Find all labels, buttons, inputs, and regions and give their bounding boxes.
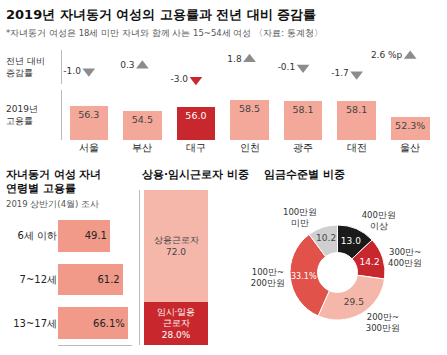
svg-text:2.6 %p: 2.6 %p <box>371 50 403 60</box>
svg-text:200만~300만원: 200만~300만원 <box>366 312 400 333</box>
svg-text:*자녀동거 여성은 18세 미만 자녀와 함께 사는 15~: *자녀동거 여성은 18세 미만 자녀와 함께 사는 15~54세 여성 〈자료… <box>6 28 323 38</box>
svg-text:13~17세: 13~17세 <box>13 318 57 329</box>
svg-text:14.2: 14.2 <box>360 257 380 267</box>
svg-text:10.2: 10.2 <box>316 233 336 243</box>
svg-text:66.1%: 66.1% <box>93 318 125 329</box>
svg-text:-1.0: -1.0 <box>63 66 81 76</box>
svg-text:56.0: 56.0 <box>185 110 206 121</box>
svg-text:대전: 대전 <box>347 142 367 153</box>
svg-text:56.3: 56.3 <box>78 109 99 120</box>
svg-text:58.5: 58.5 <box>239 103 260 114</box>
svg-text:33.1%: 33.1% <box>291 272 317 281</box>
svg-text:2019년고용률: 2019년고용률 <box>6 104 38 126</box>
svg-text:상용근로자72.0: 상용근로자72.0 <box>154 235 199 257</box>
svg-text:부산: 부산 <box>132 142 152 153</box>
svg-text:-0.1: -0.1 <box>278 62 296 72</box>
svg-text:임시·일용근로자28.0%: 임시·일용근로자28.0% <box>157 307 196 340</box>
svg-text:52.3%: 52.3% <box>395 120 425 131</box>
svg-text:49.1: 49.1 <box>85 230 107 241</box>
svg-text:전년 대비증감률: 전년 대비증감률 <box>6 56 45 78</box>
svg-text:100만원미만: 100만원미만 <box>283 207 317 228</box>
svg-text:인천: 인천 <box>240 142 260 153</box>
svg-text:54.5: 54.5 <box>132 114 153 125</box>
svg-text:100만~200만원: 100만~200만원 <box>251 267 285 288</box>
svg-text:400만원이상: 400만원이상 <box>362 210 396 231</box>
svg-text:광주: 광주 <box>293 142 313 153</box>
svg-text:2019 상반기(4월) 조사: 2019 상반기(4월) 조사 <box>6 199 99 209</box>
svg-text:58.1: 58.1 <box>292 104 313 115</box>
svg-text:-1.7: -1.7 <box>331 68 349 78</box>
svg-text:울산: 울산 <box>400 142 420 153</box>
svg-text:1.8: 1.8 <box>227 54 242 64</box>
svg-text:2019년 자녀동거 여성의 고용률과 전년 대비 증감률: 2019년 자녀동거 여성의 고용률과 전년 대비 증감률 <box>6 7 316 22</box>
svg-text:29.5: 29.5 <box>344 297 364 307</box>
svg-text:임금수준별 비중: 임금수준별 비중 <box>264 168 345 180</box>
svg-text:서울: 서울 <box>79 142 99 153</box>
svg-text:58.1: 58.1 <box>346 104 367 115</box>
svg-text:300만~400만원: 300만~400만원 <box>388 247 422 268</box>
svg-text:6세 이하: 6세 이하 <box>17 230 57 241</box>
svg-text:7~12세: 7~12세 <box>20 274 57 285</box>
svg-text:0.3: 0.3 <box>120 60 134 70</box>
svg-text:대구: 대구 <box>186 142 206 153</box>
svg-text:61.2: 61.2 <box>97 274 119 285</box>
svg-text:-3.0: -3.0 <box>170 74 188 84</box>
svg-text:13.0: 13.0 <box>341 236 361 246</box>
svg-text:자녀동거 여성 자녀연령별 고용률: 자녀동거 여성 자녀연령별 고용률 <box>6 168 101 194</box>
svg-text:상용·임시근로자 비중: 상용·임시근로자 비중 <box>142 168 249 180</box>
